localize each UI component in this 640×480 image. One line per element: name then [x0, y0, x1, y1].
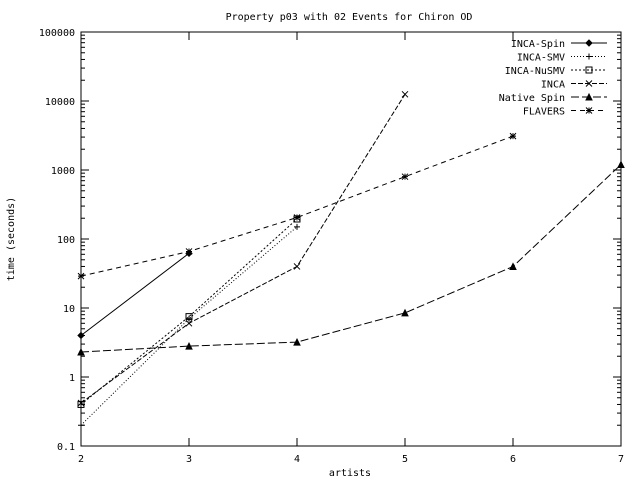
- data-point: [293, 214, 301, 221]
- series-inca-nusmv: [77, 215, 301, 408]
- legend-label: INCA-SMV: [517, 53, 565, 64]
- data-point: [401, 173, 409, 181]
- data-point: [185, 319, 193, 327]
- legend-marker: [585, 66, 593, 74]
- series-inca: [77, 90, 409, 407]
- legend-label: INCA-Spin: [511, 39, 565, 50]
- y-axis: 0.1 1 10 100 1000 10000 100000: [39, 28, 621, 453]
- legend-label: INCA: [541, 80, 565, 91]
- x-tick-label: 5: [402, 454, 408, 465]
- x-tick-label: 4: [294, 454, 300, 465]
- legend-marker: [585, 92, 593, 101]
- legend-label: INCA-NuSMV: [505, 66, 565, 77]
- data-point: [77, 331, 85, 340]
- data-point: [401, 308, 409, 317]
- y-tick-label: 1: [69, 373, 75, 384]
- data-point: [509, 132, 517, 140]
- legend-label: Native Spin: [499, 93, 565, 104]
- legend-marker: [585, 80, 593, 87]
- x-tick-label: 3: [186, 454, 192, 465]
- legend-marker: [585, 107, 593, 114]
- y-tick-label: 0.1: [57, 442, 75, 453]
- x-tick-label: 7: [618, 454, 624, 465]
- data-point: [617, 160, 625, 169]
- data-point: [77, 272, 85, 280]
- y-tick-label: 100: [57, 235, 75, 246]
- x-tick-label: 2: [78, 454, 84, 465]
- series-line: [80, 94, 406, 404]
- y-tick-label: 100000: [39, 28, 75, 39]
- data-point: [78, 422, 84, 429]
- y-axis-label: time (seconds): [6, 197, 17, 281]
- data-point: [401, 90, 409, 98]
- data-point: [77, 399, 85, 407]
- data-point: [185, 342, 193, 350]
- series-line: [80, 226, 298, 426]
- y-tick-label: 1000: [51, 166, 75, 177]
- legend-label: FLAVERS: [523, 107, 565, 118]
- y-tick-label: 10: [63, 304, 75, 315]
- series-layer: [77, 90, 625, 429]
- series-flavers: [77, 132, 517, 280]
- data-point: [509, 262, 517, 270]
- series-line: [80, 218, 298, 405]
- data-point: [293, 338, 301, 346]
- x-axis-label: artists: [329, 468, 371, 479]
- x-axis: 2 3 4 5 6 7: [78, 32, 624, 465]
- legend-marker: [585, 39, 593, 47]
- legend: INCA-Spin INCA-SMV INCA-NuSMV INCA Native Sp…: [499, 39, 607, 118]
- data-point: [185, 313, 193, 321]
- series-native-spin: [77, 160, 625, 356]
- data-point: [185, 248, 193, 255]
- data-point: [293, 263, 301, 270]
- data-point: [77, 347, 85, 356]
- series-line: [80, 252, 190, 336]
- y-tick-label: 10000: [45, 97, 75, 108]
- series-line: [80, 164, 622, 353]
- chart-title: Property p03 with 02 Events for Chiron O…: [226, 12, 473, 23]
- data-point: [77, 400, 85, 408]
- x-tick-label: 6: [510, 454, 516, 465]
- series-inca-smv: [78, 223, 300, 429]
- data-point: [294, 223, 300, 230]
- legend-marker: [586, 53, 592, 60]
- series-line: [80, 135, 514, 277]
